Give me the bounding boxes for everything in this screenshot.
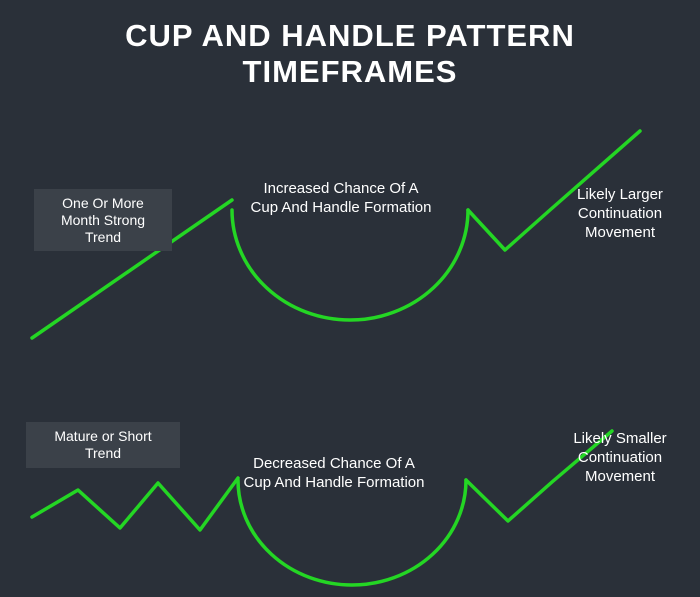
page-title: CUP AND HANDLE PATTERN TIMEFRAMES: [0, 0, 700, 89]
title-line-1: CUP AND HANDLE PATTERN: [125, 18, 575, 53]
bottom-cup-arc: [238, 480, 466, 585]
top-cup-arc: [232, 210, 468, 320]
bottom-center-label: Decreased Chance Of ACup And Handle Form…: [226, 455, 442, 493]
chart-canvas: [0, 0, 700, 597]
bottom-trend-line: [32, 478, 238, 530]
top-right-label: Likely LargerContinuationMovement: [560, 186, 680, 242]
bottom-trend-tag: Mature or Short Trend: [26, 422, 180, 468]
title-line-2: TIMEFRAMES: [243, 54, 458, 89]
top-center-label: Increased Chance Of ACup And Handle Form…: [236, 180, 446, 218]
bottom-right-label: Likely SmallerContinuationMovement: [556, 430, 684, 486]
top-trend-tag: One Or MoreMonth Strong Trend: [34, 189, 172, 251]
